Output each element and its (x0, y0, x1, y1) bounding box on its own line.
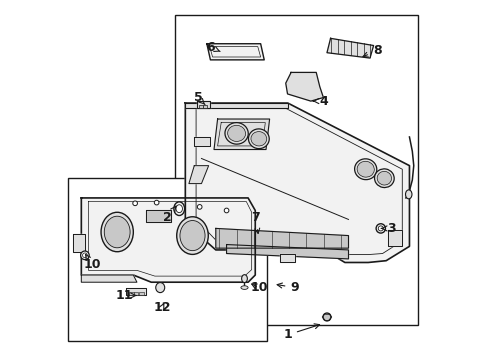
Ellipse shape (104, 216, 130, 248)
Ellipse shape (354, 159, 376, 180)
Polygon shape (226, 244, 348, 259)
Polygon shape (81, 275, 137, 282)
Polygon shape (185, 103, 408, 262)
Text: 5: 5 (193, 91, 204, 105)
Ellipse shape (405, 190, 411, 199)
Ellipse shape (374, 169, 393, 188)
Polygon shape (280, 253, 294, 262)
Ellipse shape (224, 208, 228, 213)
Text: 8: 8 (362, 44, 381, 57)
Ellipse shape (197, 204, 202, 209)
Text: 6: 6 (206, 41, 220, 54)
Ellipse shape (323, 313, 330, 321)
Text: 2: 2 (163, 206, 176, 224)
Polygon shape (197, 101, 210, 108)
Text: 10: 10 (83, 255, 101, 271)
Ellipse shape (176, 217, 208, 255)
Bar (68, 178, 266, 341)
Polygon shape (214, 119, 269, 149)
Polygon shape (326, 39, 373, 58)
Polygon shape (188, 166, 208, 184)
Ellipse shape (250, 132, 266, 146)
Text: 1: 1 (283, 324, 319, 341)
Ellipse shape (224, 123, 248, 144)
Ellipse shape (378, 226, 383, 231)
Ellipse shape (101, 212, 133, 252)
Ellipse shape (375, 224, 385, 233)
Text: 12: 12 (153, 301, 170, 314)
Polygon shape (126, 288, 145, 296)
Bar (139, 292, 143, 296)
Bar (133, 292, 138, 296)
Ellipse shape (155, 283, 164, 293)
Polygon shape (81, 198, 255, 282)
Ellipse shape (356, 161, 373, 177)
Ellipse shape (82, 253, 87, 258)
Ellipse shape (176, 205, 182, 213)
Text: 7: 7 (250, 211, 259, 233)
Bar (203, 105, 206, 108)
Polygon shape (215, 228, 348, 248)
Text: 9: 9 (277, 281, 298, 294)
Text: 11: 11 (115, 289, 136, 302)
Ellipse shape (180, 221, 204, 251)
Ellipse shape (248, 129, 269, 149)
Polygon shape (194, 137, 210, 146)
Ellipse shape (154, 200, 159, 205)
Polygon shape (206, 44, 264, 60)
Polygon shape (285, 72, 323, 101)
Polygon shape (387, 230, 402, 246)
Bar (199, 105, 202, 108)
Ellipse shape (241, 275, 247, 283)
Ellipse shape (81, 251, 89, 260)
Text: 4: 4 (313, 95, 327, 108)
Ellipse shape (241, 286, 247, 289)
Text: 3: 3 (381, 222, 395, 235)
Ellipse shape (376, 171, 391, 185)
Text: 10: 10 (249, 281, 267, 294)
Bar (174, 15, 418, 325)
Polygon shape (185, 103, 287, 108)
Ellipse shape (174, 202, 184, 216)
Polygon shape (73, 234, 85, 252)
Ellipse shape (227, 125, 245, 141)
Ellipse shape (133, 201, 137, 206)
Polygon shape (145, 211, 171, 222)
Bar (129, 292, 133, 296)
